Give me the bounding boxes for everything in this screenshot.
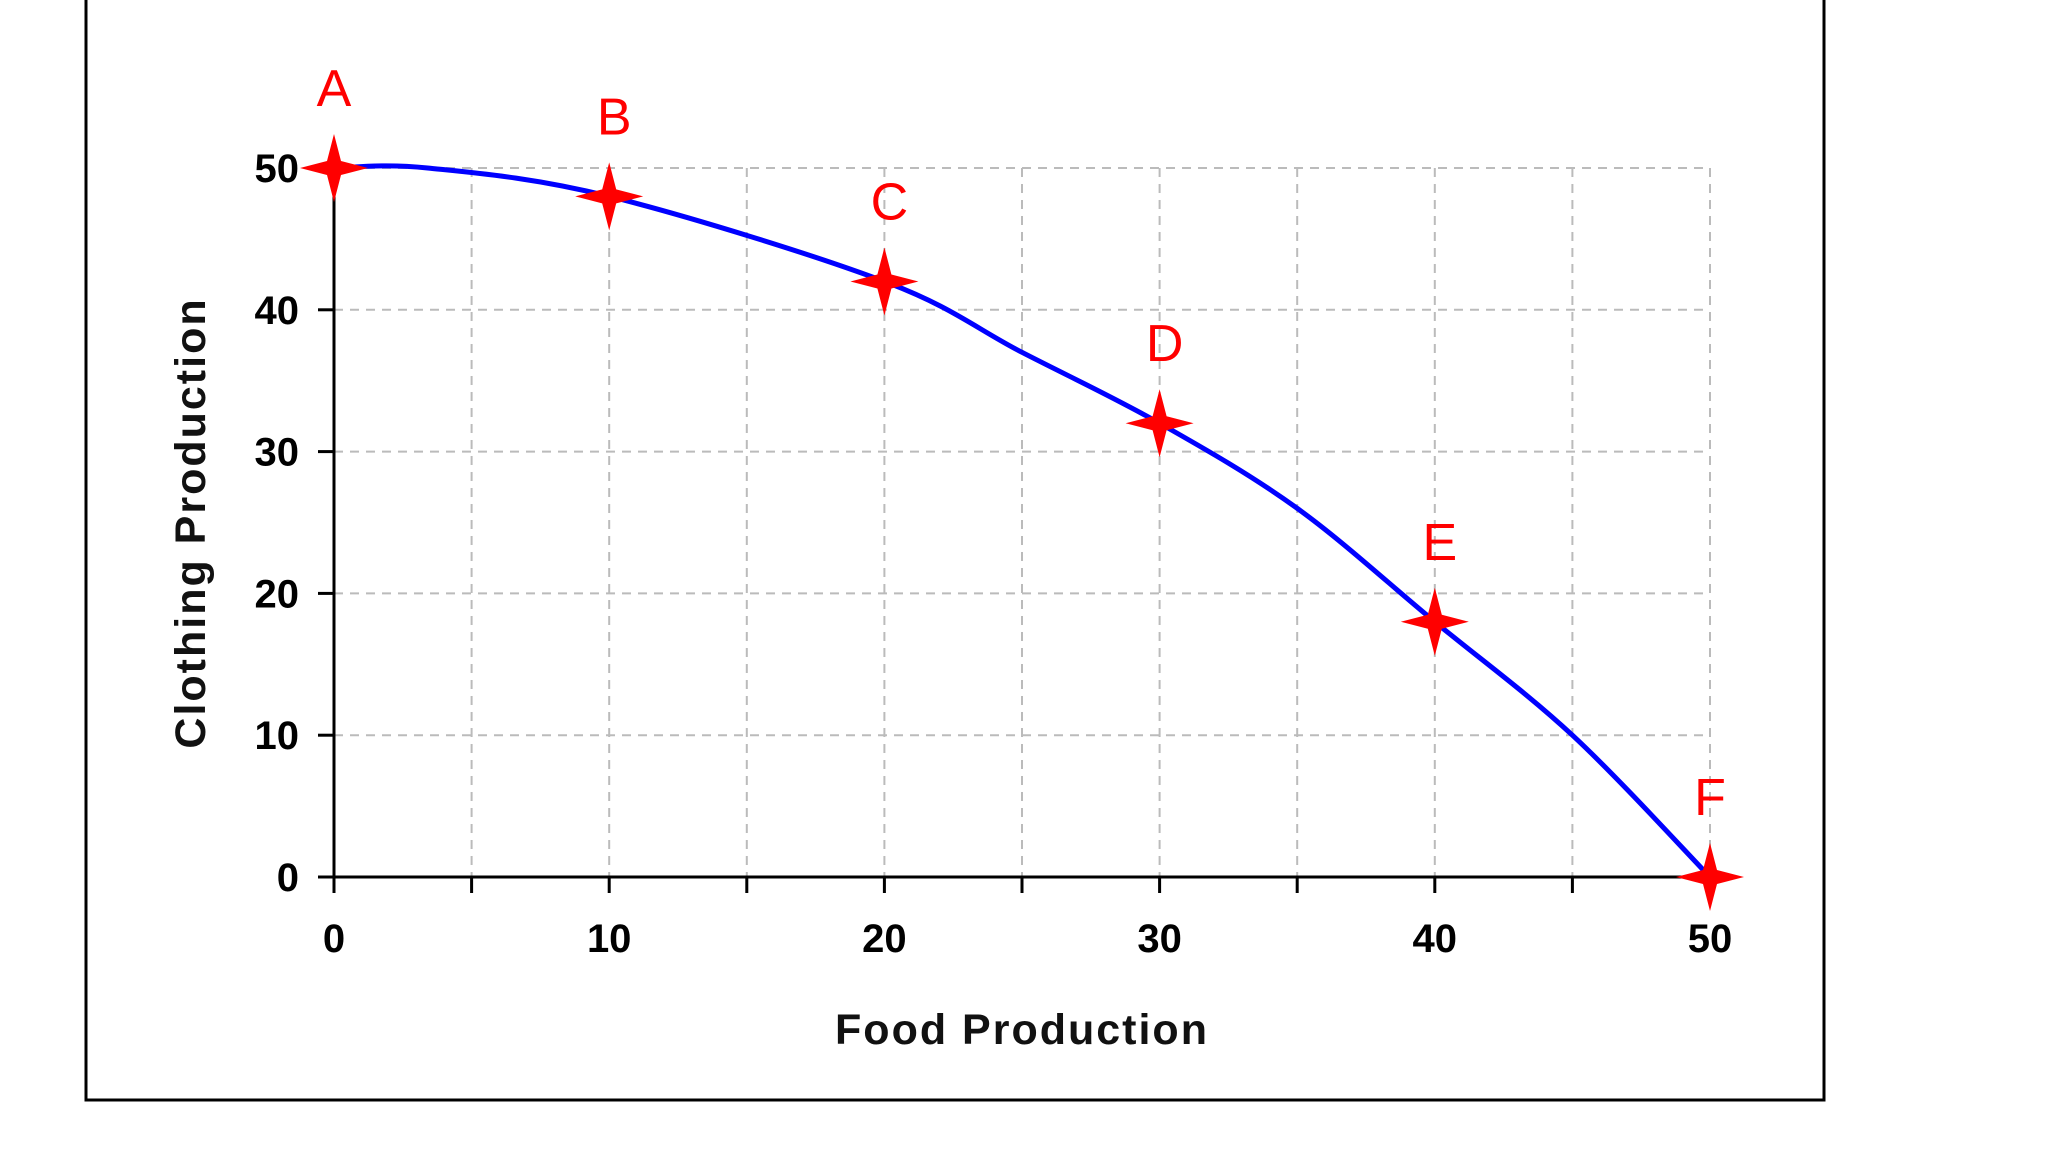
point-labels: A B C D E F [317,60,1726,827]
x-tick-label: 30 [1137,917,1182,961]
y-tick-label: 50 [255,147,300,191]
point-label-d: D [1146,315,1184,373]
point-label-f: F [1694,769,1726,827]
point-label-a: A [317,60,352,118]
point-label-c: C [871,173,909,231]
x-tick-label: 40 [1413,917,1458,961]
point-label-b: B [597,88,632,146]
x-tick-label: 0 [323,917,345,961]
x-tick-label: 10 [587,917,632,961]
point-marker-a [300,134,368,202]
x-axis-title: Food Production [835,1006,1209,1054]
x-tick-label: 20 [862,917,907,961]
y-tick-label: 20 [255,572,300,616]
y-tick-label: 0 [277,856,299,900]
chart-frame [84,0,1826,1102]
point-marker-f [1676,843,1744,911]
y-tick-label: 40 [255,289,300,333]
y-tick-label: 30 [255,431,300,475]
point-marker-c [850,247,919,316]
point-marker-b [575,162,644,231]
x-tick-label: 50 [1688,917,1733,961]
tick-labels: 0 10 20 30 40 50 0 10 20 30 40 50 [255,147,1733,961]
point-markers [300,134,1744,911]
y-tick-label: 10 [255,714,300,758]
axes [318,166,1712,893]
series [331,163,1713,880]
ppf-curve [331,163,1713,880]
point-label-e: E [1422,514,1457,572]
point-marker-e [1400,587,1469,656]
grid-lines [334,167,1711,877]
point-marker-d [1125,389,1194,458]
y-axis-title: Clothing Production [167,297,215,748]
